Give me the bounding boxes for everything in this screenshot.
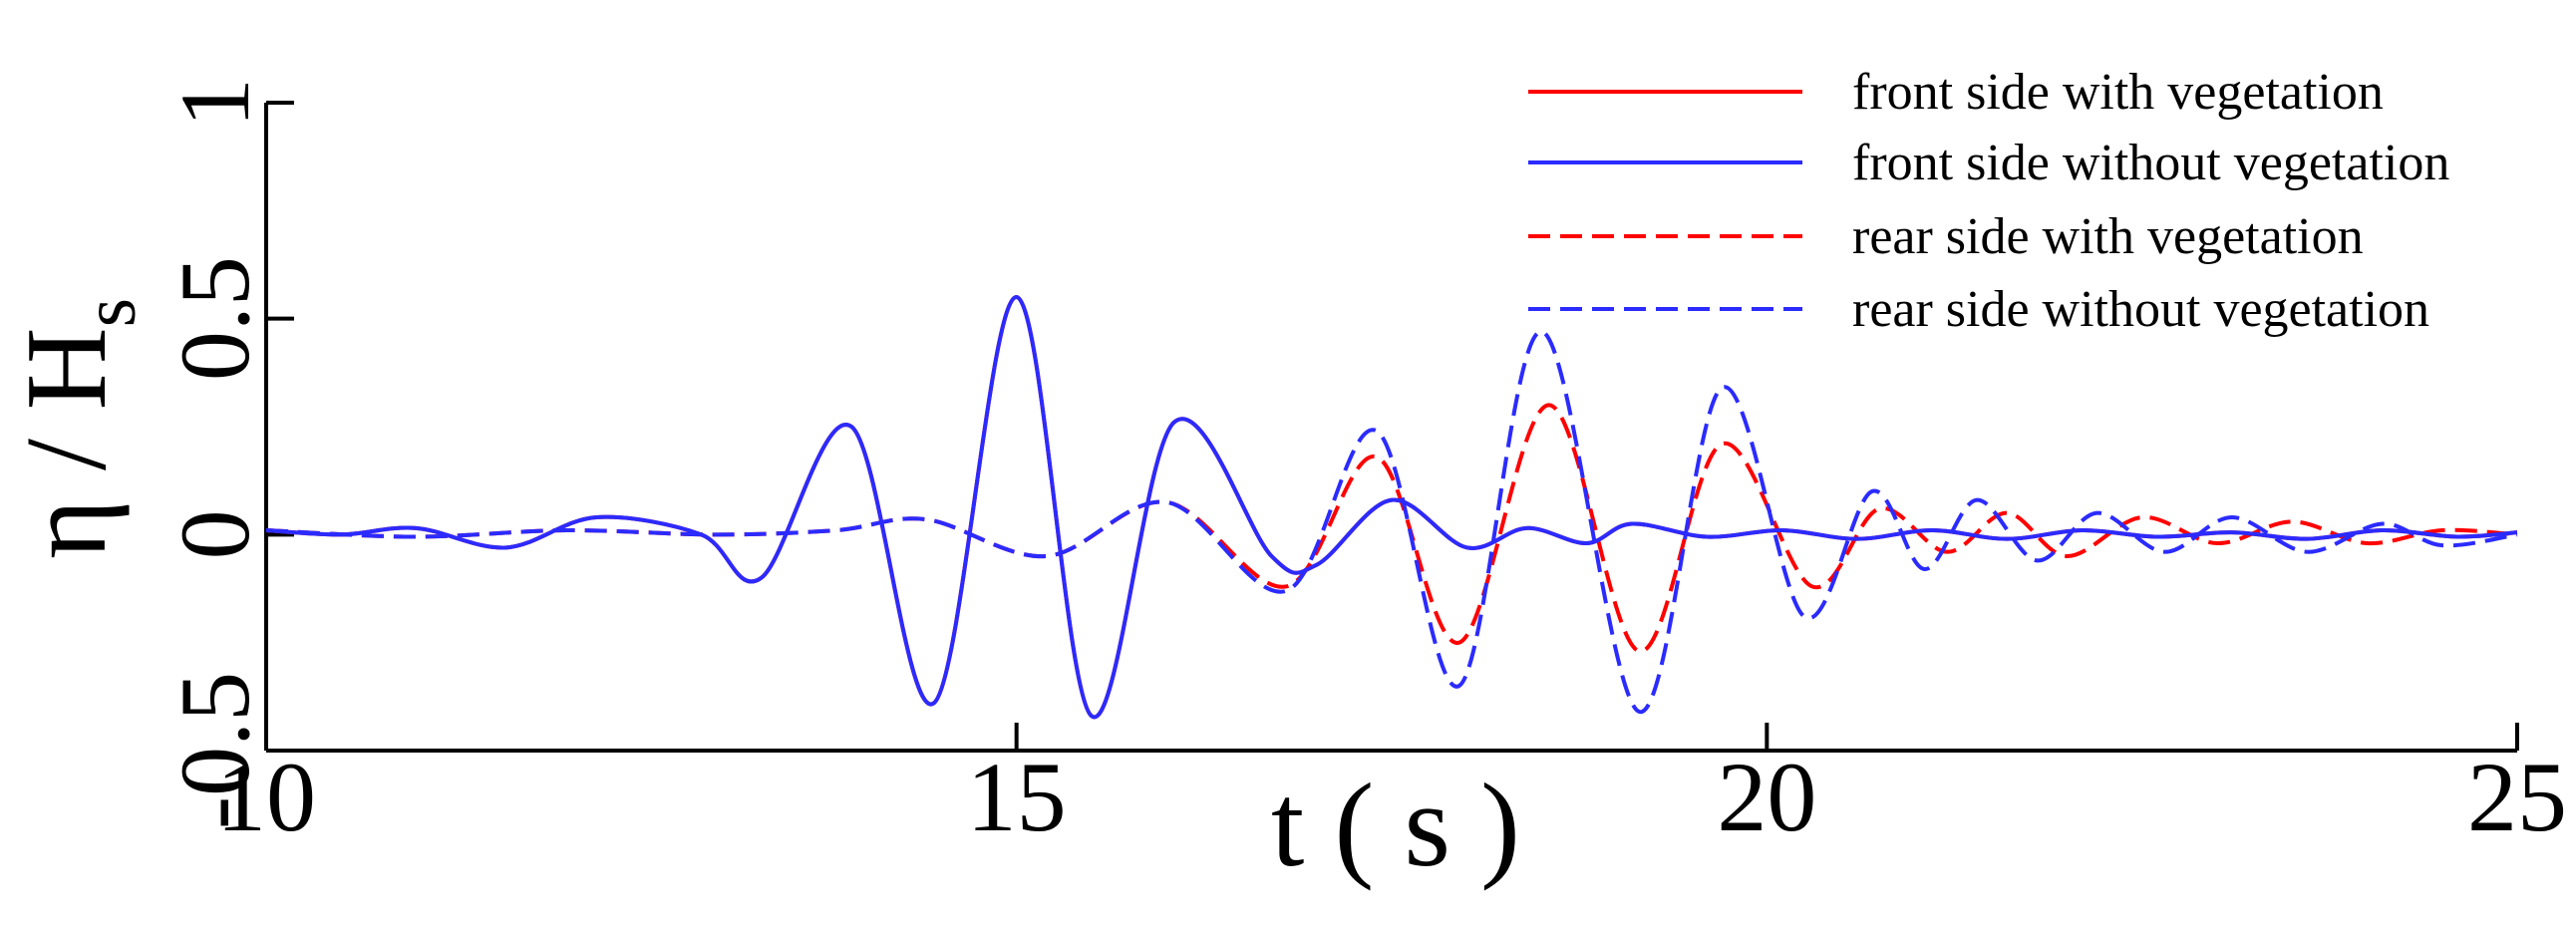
y-axis-label-group: η / Hs bbox=[3, 298, 152, 559]
y-tick-label: 0.5 bbox=[160, 256, 270, 381]
y-axis-label: η / Hs bbox=[3, 298, 152, 559]
data-line bbox=[265, 329, 2518, 714]
x-tick-label: 10 bbox=[216, 742, 316, 852]
legend-label: rear side without vegetation bbox=[1852, 281, 2429, 338]
x-tick-label: 15 bbox=[967, 742, 1067, 852]
y-axis-label-sub: s bbox=[69, 298, 152, 327]
legend-label: front side without vegetation bbox=[1852, 135, 2449, 191]
legend-label: rear side with vegetation bbox=[1852, 208, 2364, 265]
y-tick-label: -0.5 bbox=[160, 672, 270, 829]
data-line bbox=[265, 294, 2518, 720]
x-tick-label: 20 bbox=[1717, 742, 1816, 852]
legend-label: front side with vegetation bbox=[1852, 64, 2384, 121]
y-tick-label: 1 bbox=[160, 78, 270, 128]
data-line bbox=[265, 294, 2518, 720]
x-tick-label: 25 bbox=[2467, 742, 2567, 852]
data-line bbox=[265, 403, 2518, 654]
y-axis-label-main: η / H bbox=[3, 327, 130, 559]
y-tick-label: 0 bbox=[160, 509, 270, 559]
x-axis-label: t ( s ) bbox=[1271, 759, 1520, 891]
